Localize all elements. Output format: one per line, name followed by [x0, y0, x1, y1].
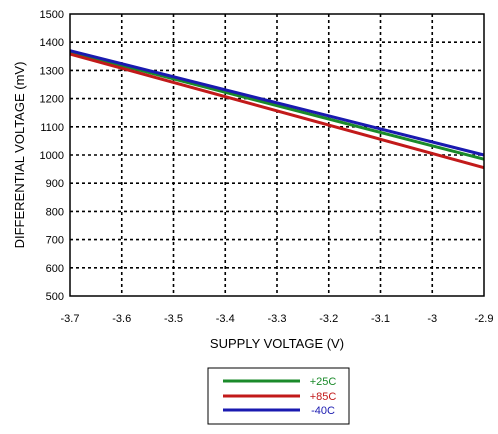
series-line-25c [69, 50, 485, 161]
y-tick-label: 900 [46, 178, 64, 190]
y-ticks: 500 600 700 800 900 1000 1100 1200 1300 1400 1500 [40, 9, 64, 303]
legend-label: +25C [310, 376, 337, 388]
x-axis-title: SUPPLY VOLTAGE (V) [210, 336, 344, 351]
series-lines [69, 49, 485, 170]
legend-label: -40C [311, 405, 335, 417]
x-tick-label: -3 [427, 313, 437, 325]
y-tick-label: 500 [46, 291, 64, 303]
plot-frame [69, 13, 485, 297]
y-tick-label: 1400 [40, 37, 64, 49]
y-tick-label: 600 [46, 263, 64, 275]
x-ticks: -3.7 -3.6 -3.5 -3.4 -3.3 -3.2 -3.1 -3 -2.9 [61, 313, 494, 325]
y-tick-label: 1300 [40, 65, 64, 77]
x-tick-label: -3.3 [268, 313, 287, 325]
y-tick-label: 1200 [40, 94, 64, 106]
y-tick-label: 700 [46, 235, 64, 247]
series-line-85c [69, 52, 485, 170]
legend-label: +85C [310, 391, 337, 403]
y-tick-label: 800 [46, 206, 64, 218]
y-axis-title: DIFFERENTIAL VOLTAGE (mV) [12, 62, 27, 249]
x-tick-label: -3.2 [319, 313, 338, 325]
x-tick-label: -3.5 [164, 313, 183, 325]
grid [70, 14, 484, 296]
x-tick-label: -3.6 [112, 313, 131, 325]
x-tick-label: -2.9 [475, 313, 494, 325]
x-tick-label: -3.4 [216, 313, 235, 325]
x-tick-label: -3.7 [61, 313, 80, 325]
series-line-40c [69, 49, 485, 157]
y-tick-label: 1100 [40, 122, 64, 134]
y-tick-label: 1000 [40, 150, 64, 162]
y-tick-label: 1500 [40, 9, 64, 21]
legend: +25C +85C -40C [207, 367, 350, 425]
x-tick-label: -3.1 [371, 313, 390, 325]
